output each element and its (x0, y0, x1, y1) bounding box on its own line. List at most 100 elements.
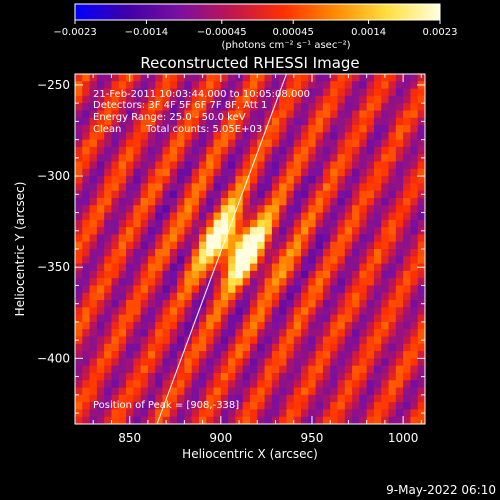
heatmap-cell (198, 88, 207, 97)
heatmap-cell (271, 329, 280, 337)
heatmap-cell (96, 168, 105, 177)
heatmap-cell (133, 402, 142, 410)
heatmap-cell (359, 154, 368, 162)
heatmap-cell (177, 205, 185, 213)
heatmap-cell (359, 307, 368, 316)
heatmap-cell (104, 249, 112, 257)
heatmap-cell (344, 380, 353, 388)
heatmap-cell (89, 125, 98, 133)
heatmap-cell (162, 329, 171, 337)
heatmap-cell (140, 88, 149, 97)
heatmap-cell (315, 380, 324, 388)
heatmap-cell (169, 219, 178, 228)
heatmap-cell (242, 146, 251, 155)
heatmap-cell (250, 314, 258, 323)
heatmap-cell (162, 161, 171, 170)
heatmap-cell (322, 197, 331, 206)
heatmap-cell (395, 351, 404, 359)
heatmap-cell (96, 329, 105, 337)
heatmap-cell (104, 168, 112, 177)
heatmap-cell (96, 270, 105, 279)
heatmap-cell (308, 278, 317, 286)
heatmap-cell (118, 95, 127, 104)
heatmap-cell (250, 409, 258, 418)
heatmap-cell (395, 190, 404, 199)
heatmap-cell (198, 321, 207, 330)
heatmap-cell (140, 154, 149, 162)
heatmap-cell (75, 234, 83, 243)
heatmap-cell (344, 103, 353, 111)
heatmap-cell (155, 365, 163, 374)
heatmap-cell (337, 372, 346, 381)
heatmap-cell (82, 88, 90, 97)
heatmap-cell (264, 212, 273, 221)
heatmap-cell (147, 197, 156, 206)
heatmap-cell (337, 132, 346, 141)
heatmap-cell (147, 394, 156, 403)
heatmap-cell (286, 183, 295, 192)
heatmap-cell (388, 278, 397, 286)
heatmap-cell (96, 409, 105, 418)
heatmap-cell (395, 132, 404, 141)
heatmap-cell (162, 307, 171, 316)
heatmap-cell (337, 380, 346, 388)
heatmap-cell (228, 270, 236, 279)
heatmap-cell (388, 336, 397, 345)
heatmap-cell (366, 380, 375, 388)
heatmap-cell (359, 387, 368, 396)
heatmap-cell (89, 402, 98, 410)
heatmap-cell (381, 154, 389, 162)
heatmap-cell (235, 81, 244, 89)
heatmap-cell (373, 409, 382, 418)
heatmap-cell (191, 95, 200, 104)
heatmap-cell (279, 95, 287, 104)
heatmap-cell (228, 190, 236, 199)
heatmap-cell (410, 321, 419, 330)
heatmap-cell (220, 249, 229, 257)
heatmap-cell (104, 212, 112, 221)
heatmap-cell (322, 81, 331, 89)
heatmap-cell (337, 409, 346, 418)
heatmap-cell (89, 387, 98, 396)
heatmap-cell (337, 300, 346, 308)
heatmap-cell (388, 205, 397, 213)
heatmap-cell (242, 81, 251, 89)
heatmap-cell (126, 190, 134, 199)
heatmap-cell (257, 249, 265, 257)
heatmap-cell (344, 300, 353, 308)
heatmap-cell (410, 387, 419, 396)
heatmap-cell (235, 249, 244, 257)
heatmap-cell (337, 365, 346, 374)
heatmap-cell (279, 278, 287, 286)
heatmap-cell (198, 372, 207, 381)
heatmap-cell (322, 227, 331, 235)
heatmap-cell (301, 336, 309, 345)
heatmap-cell (162, 212, 171, 221)
heatmap-cell (250, 183, 258, 192)
heatmap-cell (126, 270, 134, 279)
heatmap-cell (242, 168, 251, 177)
heatmap-cell (344, 249, 353, 257)
heatmap-cell (373, 234, 382, 243)
heatmap-cell (337, 74, 346, 82)
heatmap-cell (220, 321, 229, 330)
heatmap-cell (235, 285, 244, 294)
heatmap-cell (147, 285, 156, 294)
heatmap-cell (96, 190, 105, 199)
heatmap-cell (352, 278, 360, 286)
heatmap-cell (111, 234, 120, 243)
heatmap-cell (286, 241, 295, 250)
heatmap-cell (111, 110, 120, 119)
heatmap-cell (96, 212, 105, 221)
heatmap-cell (308, 307, 317, 316)
heatmap-cell (198, 387, 207, 396)
heatmap-cell (169, 88, 178, 97)
heatmap-cell (264, 205, 273, 213)
heatmap-cell (126, 358, 134, 367)
heatmap-cell (315, 365, 324, 374)
heatmap-cell (228, 314, 236, 323)
heatmap-cell (206, 270, 214, 279)
heatmap-cell (177, 351, 185, 359)
heatmap-cell (257, 125, 265, 133)
heatmap-cell (96, 88, 105, 97)
